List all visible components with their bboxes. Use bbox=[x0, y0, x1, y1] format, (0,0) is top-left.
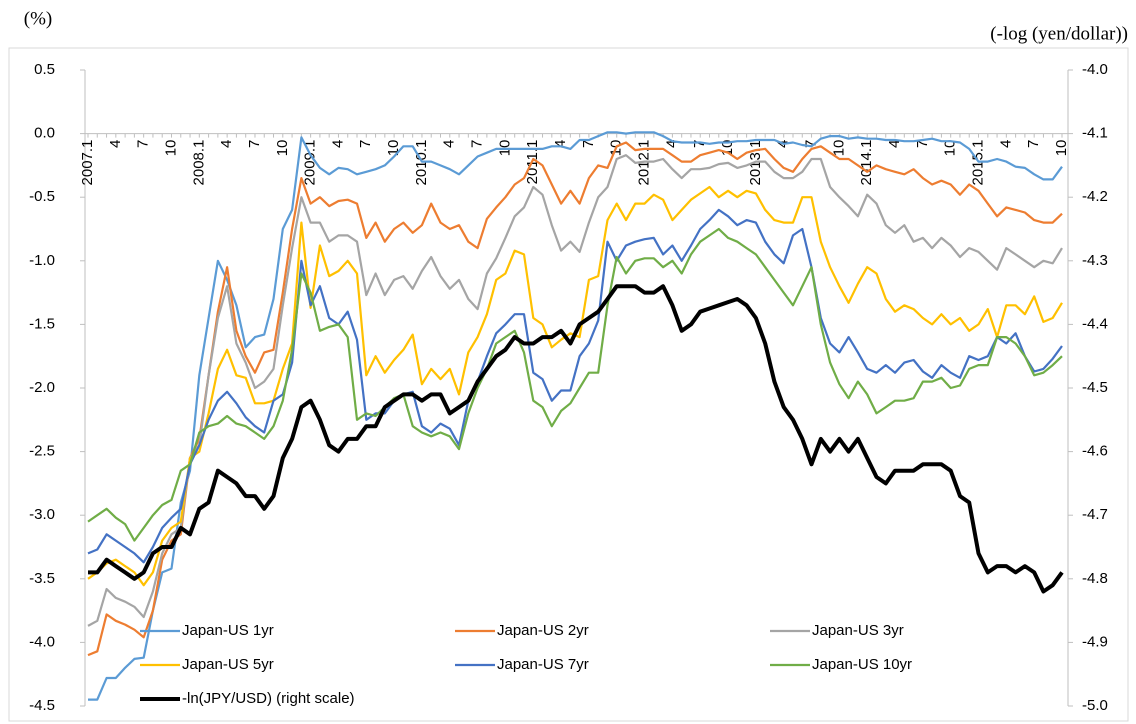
y-axis-label: (%) bbox=[24, 8, 52, 29]
legend-label: Japan-US 5yr bbox=[182, 656, 274, 673]
x-tick-label: 4 bbox=[107, 140, 124, 148]
x-tick-label: 2009.1 bbox=[302, 140, 319, 186]
y2-axis-label: (-log (yen/dollar)) bbox=[990, 23, 1128, 44]
x-tick-label: 2008.1 bbox=[190, 140, 207, 186]
x-tick-label: 10 bbox=[1053, 140, 1070, 157]
y-tick-label: -4.0 bbox=[29, 633, 55, 650]
series-line bbox=[88, 284, 1064, 594]
y2-tick-label: -4.2 bbox=[1082, 188, 1108, 205]
x-tick-label: 10 bbox=[162, 140, 179, 157]
legend-label: Japan-US 1yr bbox=[182, 622, 274, 639]
x-tick-label: 4 bbox=[663, 140, 680, 148]
y2-tick-label: -4.9 bbox=[1082, 633, 1108, 650]
x-tick-label: 2007.1 bbox=[79, 140, 96, 186]
x-tick-label: 10 bbox=[385, 140, 402, 157]
y-tick-label: 0.0 bbox=[34, 125, 55, 142]
y2-tick-label: -4.0 bbox=[1082, 61, 1108, 78]
x-tick-label: 10 bbox=[942, 140, 959, 157]
y2-tick-label: -4.4 bbox=[1082, 315, 1108, 332]
series-line bbox=[87, 141, 1063, 657]
chart-frame bbox=[8, 47, 1129, 722]
x-tick-label: 4 bbox=[329, 140, 346, 148]
x-tick-label: 4 bbox=[997, 140, 1014, 148]
x-tick-label: 10 bbox=[830, 140, 847, 157]
y-tick-label: -1.5 bbox=[29, 315, 55, 332]
y2-tick-label: -4.6 bbox=[1082, 443, 1108, 460]
legend-label: -ln(JPY/USD) (right scale) bbox=[182, 690, 355, 707]
x-tick-label: 7 bbox=[357, 140, 374, 148]
series-line bbox=[87, 227, 1063, 542]
x-tick-label: 4 bbox=[552, 140, 569, 148]
legend-label: Japan-US 3yr bbox=[812, 622, 904, 639]
series-line bbox=[88, 131, 1063, 701]
y-tick-label: -3.5 bbox=[29, 570, 55, 587]
x-tick-label: 7 bbox=[691, 140, 708, 148]
x-tick-label: 7 bbox=[135, 140, 152, 148]
x-tick-label: 7 bbox=[469, 140, 486, 148]
y2-tick-label: -4.8 bbox=[1082, 570, 1108, 587]
y2-tick-label: -5.0 bbox=[1082, 697, 1108, 714]
legend-label: Japan-US 2yr bbox=[497, 622, 589, 639]
legend-label: Japan-US 10yr bbox=[812, 656, 912, 673]
series-line bbox=[87, 154, 1063, 627]
y2-tick-label: -4.3 bbox=[1082, 252, 1108, 269]
x-tick-label: 10 bbox=[274, 140, 291, 157]
x-tick-label: 4 bbox=[441, 140, 458, 148]
y-tick-label: -3.0 bbox=[29, 506, 55, 523]
y-tick-label: 0.5 bbox=[34, 61, 55, 78]
y2-tick-label: -4.1 bbox=[1082, 125, 1108, 142]
x-tick-label: 7 bbox=[803, 140, 820, 148]
x-tick-label: 7 bbox=[580, 140, 597, 148]
x-tick-label: 7 bbox=[246, 140, 263, 148]
y-tick-label: -4.5 bbox=[29, 697, 55, 714]
y-tick-label: -2.0 bbox=[29, 379, 55, 396]
x-tick-label: 7 bbox=[1025, 140, 1042, 148]
x-tick-label: 7 bbox=[914, 140, 931, 148]
series-line bbox=[87, 208, 1063, 564]
y-tick-label: -1.0 bbox=[29, 252, 55, 269]
legend-label: Japan-US 7yr bbox=[497, 656, 589, 673]
y2-tick-label: -4.7 bbox=[1082, 506, 1108, 523]
x-tick-label: 4 bbox=[218, 140, 235, 148]
x-tick-label: 2014.1 bbox=[858, 140, 875, 186]
y2-tick-label: -4.5 bbox=[1082, 379, 1108, 396]
y-tick-label: -2.5 bbox=[29, 443, 55, 460]
y-tick-label: -0.5 bbox=[29, 188, 55, 205]
x-tick-label: 4 bbox=[886, 140, 903, 148]
